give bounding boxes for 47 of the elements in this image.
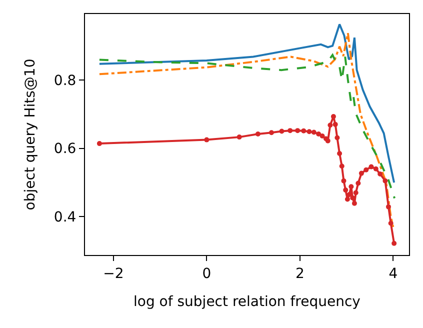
point	[268, 130, 274, 136]
x-tick-label: 2	[295, 266, 304, 282]
point	[328, 122, 333, 128]
point	[378, 171, 383, 176]
point	[337, 150, 342, 156]
x-tick-label: −2	[103, 266, 124, 282]
point	[311, 130, 316, 135]
point	[386, 204, 391, 210]
point	[352, 200, 357, 206]
point	[306, 129, 312, 134]
x-tick-label: 0	[202, 266, 212, 282]
point	[356, 180, 361, 186]
point	[204, 137, 210, 142]
point	[341, 178, 346, 184]
y-tick-label: 0.4	[54, 210, 76, 226]
point	[301, 128, 306, 134]
point	[316, 131, 322, 136]
point	[339, 164, 344, 169]
point	[382, 178, 388, 184]
point	[255, 131, 260, 136]
point	[364, 167, 369, 172]
point	[344, 196, 350, 202]
line-series	[98, 32, 394, 228]
line-series	[98, 23, 396, 184]
point	[288, 128, 293, 134]
point	[96, 141, 102, 146]
point	[353, 190, 358, 196]
point	[392, 240, 397, 246]
point	[368, 164, 374, 170]
y-tick-label: 0.6	[54, 141, 76, 158]
point	[348, 184, 354, 190]
line-series	[98, 54, 396, 200]
point	[320, 134, 325, 139]
y-tick-label: 0.8	[54, 72, 76, 89]
point	[279, 128, 284, 134]
point	[346, 192, 352, 197]
x-axis-title: log of subject relation frequency	[134, 294, 360, 310]
point	[334, 135, 340, 140]
point	[295, 128, 300, 134]
x-tick-label: 4	[388, 266, 398, 282]
y-axis-title: object query Hits@10	[22, 58, 39, 210]
point	[343, 188, 348, 193]
point	[373, 166, 378, 172]
point	[236, 134, 242, 140]
point	[332, 122, 338, 127]
point	[358, 170, 364, 176]
point	[388, 220, 394, 226]
